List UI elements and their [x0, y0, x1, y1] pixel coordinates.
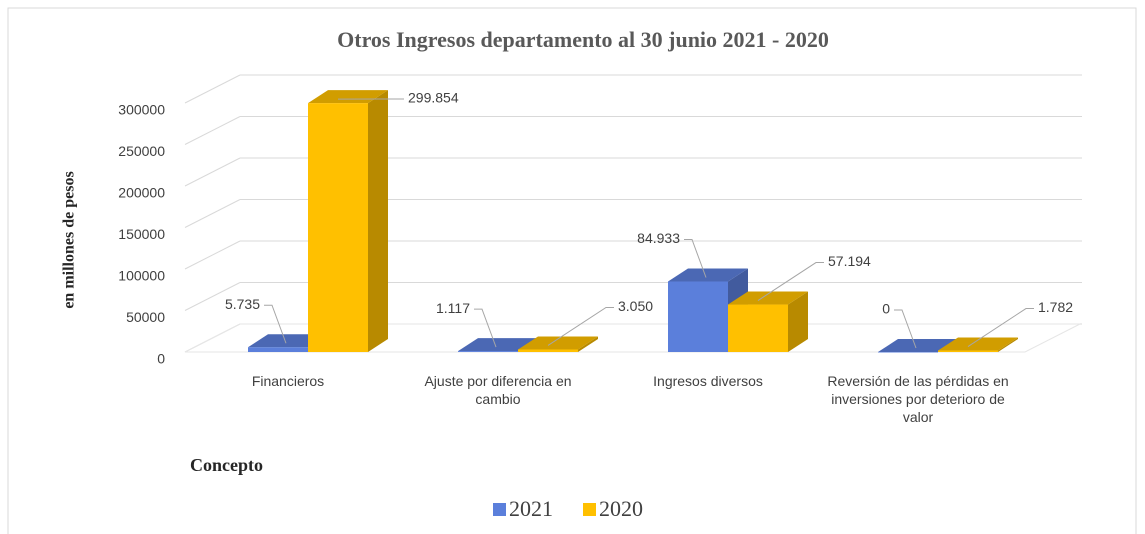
- bar-front: [728, 304, 788, 352]
- y-tick-label: 250000: [118, 143, 165, 159]
- bar-top: [458, 338, 538, 352]
- bar: [878, 339, 958, 353]
- bar-side: [788, 291, 808, 352]
- x-tick-label: Reversión de las pérdidas en inversiones…: [827, 373, 1009, 425]
- bar-front: [518, 349, 578, 352]
- data-label: 57.194: [828, 253, 871, 269]
- x-tick-label: Financieros: [251, 373, 325, 389]
- bar-top: [308, 90, 388, 104]
- leader-line: [894, 309, 917, 349]
- leader-line: [547, 306, 614, 346]
- legend-swatch: [493, 503, 506, 516]
- bar-side: [998, 337, 1018, 352]
- bar-top: [878, 339, 958, 352]
- legend-label: 2021: [509, 496, 553, 521]
- bar: [518, 336, 598, 352]
- bar-side: [578, 336, 598, 352]
- data-label: 299.854: [408, 90, 459, 106]
- grid-line-side: [184, 199, 241, 228]
- x-axis-title: Concepto: [190, 455, 263, 475]
- bar-top: [728, 291, 808, 305]
- bar-side: [368, 90, 388, 352]
- bar-top: [938, 337, 1018, 351]
- leader-line: [757, 262, 824, 301]
- bar-front: [878, 352, 938, 353]
- leader-line: [474, 308, 497, 348]
- bar-front: [938, 350, 998, 352]
- leader-line: [967, 308, 1034, 347]
- x-tick-label: Ajuste por diferencia en cambio: [424, 373, 572, 407]
- bar: [728, 291, 808, 352]
- x-tick-label: Ingresos diversos: [653, 373, 763, 389]
- y-tick-label: 50000: [126, 309, 165, 325]
- bar-front: [308, 103, 368, 352]
- data-label: 0: [882, 301, 890, 317]
- y-axis-title: en millones de pesos: [61, 171, 78, 308]
- data-label: 84.933: [637, 230, 680, 246]
- data-label: 5.735: [225, 296, 260, 312]
- chart-border: [7, 7, 1137, 534]
- bar-top: [668, 268, 748, 282]
- y-tick-label: 200000: [118, 185, 165, 201]
- data-label: 3.050: [618, 298, 653, 314]
- data-label: 1.117: [436, 300, 470, 316]
- bar-front: [458, 351, 518, 352]
- grid-line-side: [184, 240, 241, 270]
- grid-line-side: [184, 282, 241, 311]
- bar-top: [518, 336, 598, 350]
- data-label: 1.782: [1038, 299, 1073, 315]
- grid-line-side: [184, 74, 241, 104]
- bar-front: [248, 347, 308, 352]
- legend-label: 2020: [599, 496, 643, 521]
- y-tick-label: 300000: [118, 102, 165, 118]
- y-tick-label: 150000: [118, 226, 165, 242]
- leader-line: [684, 239, 707, 278]
- bar: [308, 90, 388, 352]
- bar: [938, 337, 1018, 352]
- y-tick-label: 0: [157, 351, 165, 367]
- grid-line-side: [184, 116, 241, 145]
- bar-front: [668, 281, 728, 352]
- legend-swatch: [583, 503, 596, 516]
- leader-line: [264, 304, 287, 344]
- y-tick-label: 100000: [118, 268, 165, 284]
- grid-line-side: [184, 157, 241, 187]
- chart-title: Otros Ingresos departamento al 30 junio …: [337, 27, 829, 52]
